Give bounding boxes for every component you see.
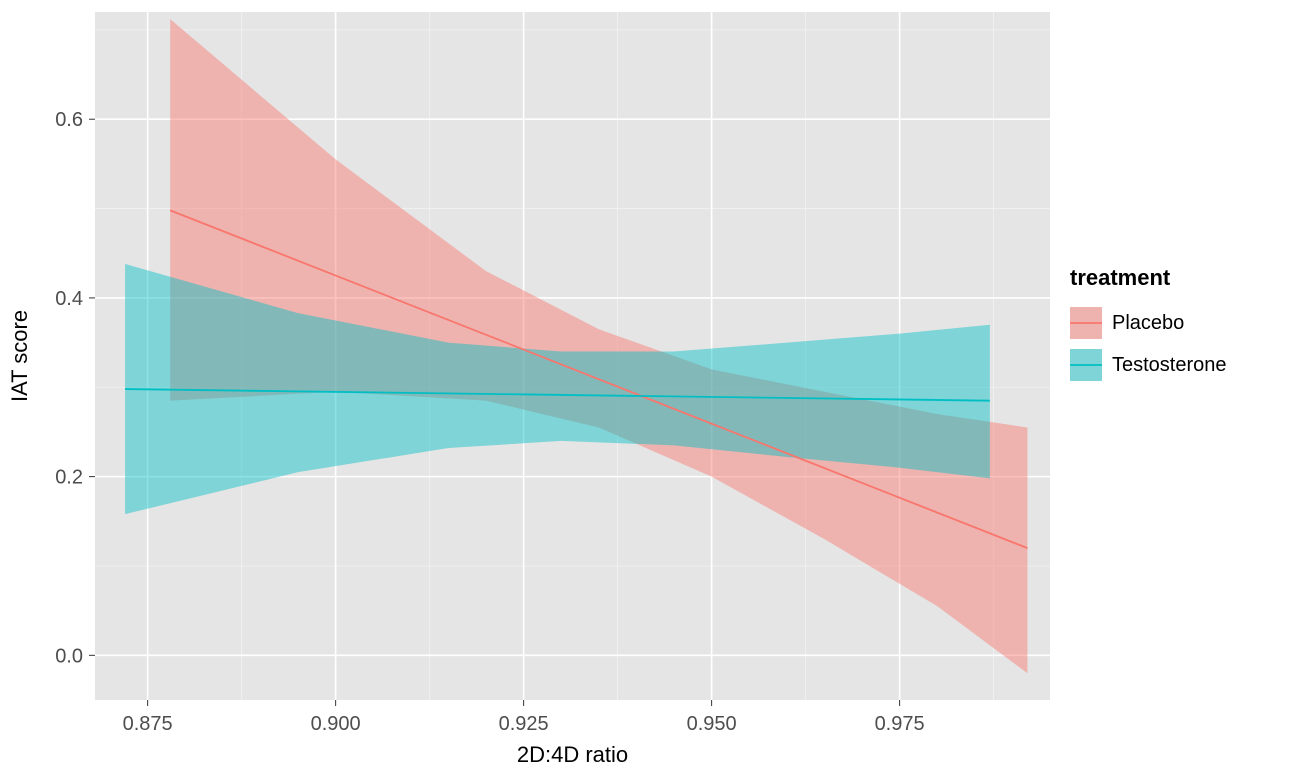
chart-svg: 0.875 0.900 0.925 0.950 0.975 0.0 0.2 0.4 0.6 2D:… bbox=[0, 0, 1300, 777]
chart-container: 0.875 0.900 0.925 0.950 0.975 0.0 0.2 0.4 0.6 2D:… bbox=[0, 0, 1300, 777]
y-tick-label: 0.0 bbox=[55, 645, 83, 667]
x-tick-label: 0.950 bbox=[687, 713, 737, 735]
y-tick-label: 0.6 bbox=[55, 109, 83, 131]
y-tick-label: 0.4 bbox=[55, 288, 83, 310]
y-tick-label: 0.2 bbox=[55, 467, 83, 489]
x-tick-label: 0.875 bbox=[123, 713, 173, 735]
x-axis-title: 2D:4D ratio bbox=[517, 742, 628, 767]
legend-label: Placebo bbox=[1112, 312, 1184, 334]
legend-label: Testosterone bbox=[1112, 354, 1227, 376]
legend: treatment Placebo Testosterone bbox=[1070, 265, 1227, 381]
legend-title: treatment bbox=[1070, 265, 1171, 290]
x-tick-label: 0.975 bbox=[875, 713, 925, 735]
y-axis-title: IAT score bbox=[7, 310, 32, 402]
x-tick-label: 0.925 bbox=[499, 713, 549, 735]
x-tick-label: 0.900 bbox=[311, 713, 361, 735]
